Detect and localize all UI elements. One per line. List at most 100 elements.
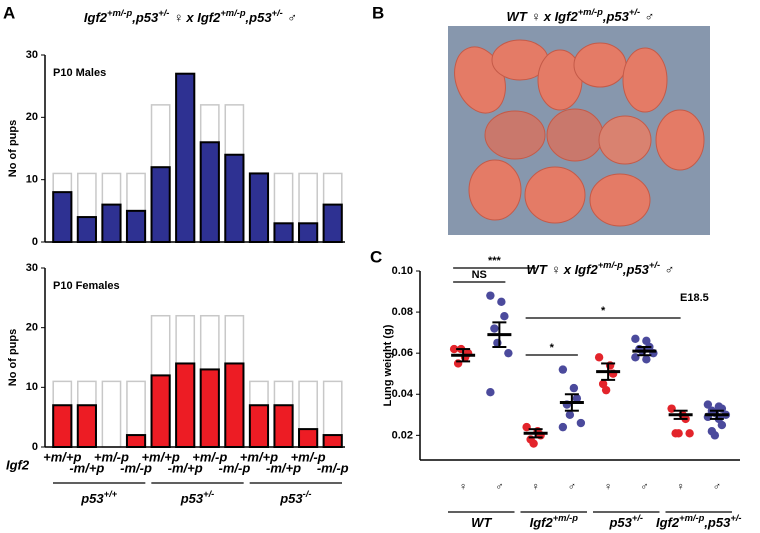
x-tick-label: ♀ xyxy=(532,481,540,493)
data-point xyxy=(569,383,579,393)
data-point xyxy=(601,385,611,395)
group-label-part: +m/-p xyxy=(679,513,704,523)
panel-title-part: +m/-p xyxy=(220,8,245,18)
chart-title: P10 Males xyxy=(53,67,106,79)
group-label-part: +/+ xyxy=(104,489,118,499)
data-point xyxy=(529,439,538,448)
x-tick-label: -m/+p xyxy=(266,460,301,475)
y-axis-label: Lung weight (g) xyxy=(382,324,394,406)
group-label-part: +/- xyxy=(203,489,214,499)
significance-label: * xyxy=(550,342,555,354)
x-tick-label: +m/+p xyxy=(240,449,278,464)
group-label-part: +/- xyxy=(730,513,741,523)
y-axis-label: No of pups xyxy=(7,120,19,177)
observed-bar xyxy=(125,209,147,243)
data-point xyxy=(565,410,575,420)
observed-bar xyxy=(273,222,294,244)
y-tick-label: 0.02 xyxy=(392,429,413,441)
group-label: p53+/- xyxy=(608,513,643,530)
panel-title: WT ♀ x Igf2+m/-p,p53+/- ♂ xyxy=(507,7,654,24)
panel-title-part: ,p53 xyxy=(131,10,159,25)
error-bar xyxy=(528,428,543,439)
panel-label: B xyxy=(372,3,384,22)
x-title: Igf2 xyxy=(6,457,30,472)
significance-label: *** xyxy=(488,255,502,267)
data-point xyxy=(486,291,495,300)
data-point xyxy=(710,431,720,440)
data-point xyxy=(674,429,683,438)
x-tick-label: +m/-p xyxy=(192,449,227,464)
panel-title: Igf2+m/-p,p53+/- ♀ x Igf2+m/-p,p53+/- ♂ xyxy=(84,8,296,25)
x-tick-label: ♂ xyxy=(640,481,648,493)
annotation: E18.5 xyxy=(680,292,709,304)
panel-title-part: ,p53 xyxy=(602,9,630,24)
x-tick-label: -m/-p xyxy=(218,460,250,475)
error-bar xyxy=(637,346,652,357)
observed-bar xyxy=(101,203,122,244)
data-point xyxy=(594,353,604,362)
observed-bar xyxy=(298,428,319,449)
x-tick-label: +m/-p xyxy=(291,449,326,464)
observed-bar xyxy=(322,434,343,449)
data-point xyxy=(642,355,651,364)
group-label-part: Igf2 xyxy=(530,515,554,530)
panel-title-part: +/- xyxy=(158,8,169,18)
group-label: Igf2+m/-p,p53+/- xyxy=(656,513,742,530)
data-point xyxy=(558,422,568,432)
panel-title-part: ♀ x Igf2 xyxy=(169,10,221,25)
y-tick-label: 10 xyxy=(26,381,38,393)
observed-bar xyxy=(76,404,97,449)
panel-title-part: +/- xyxy=(629,7,640,17)
panel-title-part: +/- xyxy=(649,260,660,270)
panel-title-part: +/- xyxy=(272,8,283,18)
y-tick-label: 0 xyxy=(32,236,38,248)
group-label-part: p53 xyxy=(608,515,632,530)
observed-bar xyxy=(298,222,319,244)
observed-bar xyxy=(150,166,171,243)
panel-title-part: ♂ xyxy=(660,262,673,277)
observed-bar xyxy=(175,362,196,449)
panel-title-part: ,p53 xyxy=(622,262,650,277)
x-tick-label: -m/-p xyxy=(120,460,152,475)
group-label-part: Igf2 xyxy=(656,515,680,530)
y-tick-label: 0.06 xyxy=(392,347,413,359)
observed-bar xyxy=(248,404,270,449)
data-point xyxy=(631,334,640,343)
data-point xyxy=(490,324,499,333)
group-label-part: +/- xyxy=(632,513,643,523)
panel-title: WT ♀ x Igf2+m/-p,p53+/- ♂ xyxy=(527,260,674,277)
panel-title-part: ♂ xyxy=(640,9,653,24)
y-tick-label: 30 xyxy=(26,262,38,274)
data-point xyxy=(486,388,495,397)
panel-title-part: WT ♀ x Igf2 xyxy=(527,262,599,277)
x-tick-label: -m/-p xyxy=(317,460,349,475)
observed-bar xyxy=(199,141,220,243)
observed-bar xyxy=(273,404,294,449)
x-tick-label: ♀ xyxy=(459,481,467,493)
group-label: Igf2+m/-p xyxy=(530,513,579,530)
error-bar xyxy=(564,393,579,412)
y-tick-label: 0.04 xyxy=(392,388,414,400)
data-point xyxy=(685,429,694,438)
x-tick-label: +m/-p xyxy=(94,449,129,464)
significance-label: NS xyxy=(472,269,487,281)
data-point xyxy=(558,365,568,374)
observed-bar xyxy=(199,368,220,448)
x-tick-label: ♂ xyxy=(495,481,503,493)
data-point xyxy=(497,297,506,307)
expected-bar xyxy=(101,380,122,448)
observed-bar xyxy=(224,362,245,449)
error-bar xyxy=(492,321,507,349)
panel-title-part: Igf2 xyxy=(84,10,108,25)
chart-title: P10 Females xyxy=(53,280,120,292)
y-tick-label: 30 xyxy=(26,49,38,61)
panel-title-part: ,p53 xyxy=(245,10,273,25)
x-tick-label: +m/+p xyxy=(43,449,81,464)
group-label: p53+/+ xyxy=(80,489,117,506)
group-label-part: ,p53 xyxy=(703,515,731,530)
observed-bar xyxy=(125,434,147,449)
error-bar xyxy=(456,348,471,363)
group-label: WT xyxy=(471,515,492,530)
